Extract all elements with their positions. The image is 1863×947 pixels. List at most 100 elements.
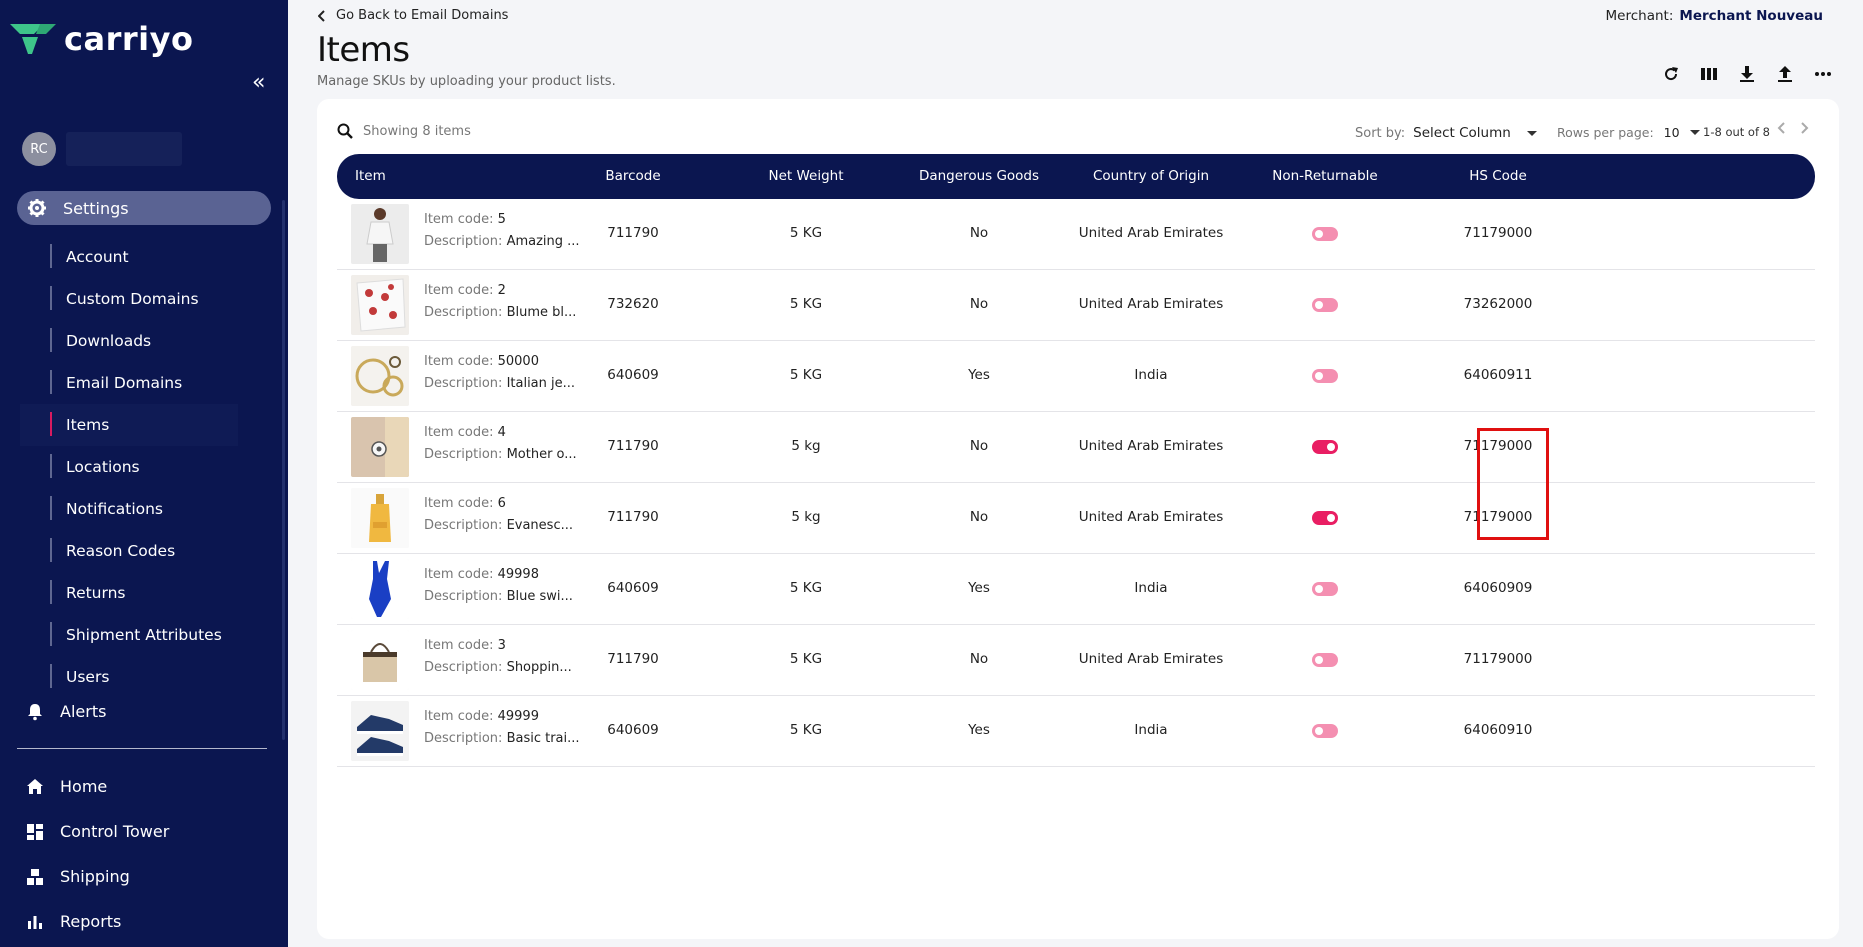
item-code-label: Item code:: [424, 496, 494, 511]
sidebar-item-label: Account: [66, 248, 129, 266]
settings-subnav: Account Custom Domains Downloads Email D…: [20, 236, 238, 698]
upload-button[interactable]: [1775, 64, 1795, 84]
column-header-dangerous-goods[interactable]: Dangerous Goods: [918, 168, 1040, 184]
non-returnable-toggle[interactable]: [1312, 369, 1338, 383]
sort-select[interactable]: Select Column: [1413, 125, 1511, 141]
country-of-origin-cell: United Arab Emirates: [1078, 296, 1224, 312]
main-nav: Home Control Tower Shipping Reports: [26, 764, 169, 944]
item-code-label: Item code:: [424, 709, 494, 724]
columns-button[interactable]: [1699, 64, 1719, 84]
item-code-value: 5: [497, 212, 506, 227]
description-label: Description:: [424, 518, 503, 533]
country-of-origin-cell: United Arab Emirates: [1078, 509, 1224, 525]
sort-by[interactable]: Sort by: Select Column: [1355, 125, 1537, 141]
sidebar-item-downloads[interactable]: Downloads: [50, 320, 238, 362]
table-row[interactable]: Item code: 6 Description: Evanesc... 71179…: [337, 483, 1815, 554]
toggle-knob: [1327, 514, 1335, 522]
sidebar-item-returns[interactable]: Returns: [50, 572, 238, 614]
sidebar-item-users[interactable]: Users: [50, 656, 238, 698]
back-link[interactable]: Go Back to Email Domains: [318, 8, 508, 23]
brand-name: carriyo: [64, 20, 194, 58]
page-subtitle: Manage SKUs by uploading your product li…: [317, 74, 616, 89]
sidebar-item-settings[interactable]: Settings: [17, 191, 271, 225]
toggle-knob: [1327, 443, 1335, 451]
dangerous-goods-cell: Yes: [968, 367, 990, 383]
barcode-cell: 711790: [607, 651, 659, 667]
hs-code-cell: 71179000: [1463, 438, 1533, 454]
column-header-non-returnable[interactable]: Non-Returnable: [1272, 168, 1378, 184]
merchant-selector[interactable]: Merchant: Merchant Nouveau: [1606, 8, 1823, 24]
description-label: Description:: [424, 589, 503, 604]
prev-page-icon[interactable]: [1777, 121, 1787, 135]
next-page-icon[interactable]: [1799, 121, 1809, 135]
table-row[interactable]: Item code: 49998 Description: Blue swi...…: [337, 554, 1815, 625]
brand-logo[interactable]: carriyo: [10, 20, 193, 58]
sidebar-item-account[interactable]: Account: [50, 236, 238, 278]
dangerous-goods-cell: No: [969, 509, 989, 525]
description-label: Description:: [424, 305, 503, 320]
table-row[interactable]: Item code: 49999 Description: Basic trai.…: [337, 696, 1815, 767]
refresh-button[interactable]: [1661, 64, 1681, 84]
sidebar-item-control-tower[interactable]: Control Tower: [26, 809, 169, 854]
rows-per-page[interactable]: Rows per page: 10: [1557, 125, 1700, 140]
sidebar-item-custom-domains[interactable]: Custom Domains: [50, 278, 238, 320]
columns-icon: [1701, 68, 1717, 80]
sidebar-item-home[interactable]: Home: [26, 764, 169, 809]
non-returnable-toggle[interactable]: [1312, 582, 1338, 596]
sidebar-item-reports[interactable]: Reports: [26, 899, 169, 944]
rows-per-page-label: Rows per page:: [1557, 125, 1654, 140]
user-profile[interactable]: RC: [22, 132, 182, 166]
collapse-sidebar-icon[interactable]: «: [252, 70, 266, 95]
download-button[interactable]: [1737, 64, 1757, 84]
item-description-value: Blume bl...: [506, 305, 577, 320]
column-header-item[interactable]: Item: [355, 168, 386, 184]
non-returnable-toggle[interactable]: [1312, 227, 1338, 241]
sidebar-item-email-domains[interactable]: Email Domains: [50, 362, 238, 404]
column-header-net-weight[interactable]: Net Weight: [768, 168, 844, 184]
sidebar-item-locations[interactable]: Locations: [50, 446, 238, 488]
sidebar-item-items[interactable]: Items: [20, 404, 238, 446]
rows-per-page-select[interactable]: 10: [1663, 125, 1680, 140]
sidebar-item-shipment-attributes[interactable]: Shipment Attributes: [50, 614, 238, 656]
non-returnable-toggle[interactable]: [1312, 653, 1338, 667]
more-options-button[interactable]: [1813, 64, 1833, 84]
net-weight-cell: 5 KG: [789, 225, 823, 241]
table-row[interactable]: Item code: 4 Description: Mother o... 7117…: [337, 412, 1815, 483]
search-area[interactable]: Showing 8 items: [337, 123, 471, 139]
non-returnable-toggle[interactable]: [1312, 511, 1338, 525]
net-weight-cell: 5 KG: [789, 296, 823, 312]
sidebar-item-label: Downloads: [66, 332, 152, 350]
table-row[interactable]: Item code: 5 Description: Amazing ... 7117…: [337, 199, 1815, 270]
toggle-knob: [1315, 656, 1323, 664]
items-card: Showing 8 items Sort by: Select Column R…: [317, 99, 1839, 939]
country-of-origin-cell: United Arab Emirates: [1078, 438, 1224, 454]
non-returnable-toggle[interactable]: [1312, 440, 1338, 454]
non-returnable-toggle[interactable]: [1312, 298, 1338, 312]
country-of-origin-cell: India: [1134, 580, 1168, 596]
sidebar-item-label: Control Tower: [60, 822, 170, 841]
item-code-value: 49998: [497, 567, 539, 582]
dashboard-icon: [27, 823, 43, 840]
sidebar-item-alerts[interactable]: Alerts: [26, 702, 106, 721]
sidebar-item-label: Returns: [66, 584, 126, 602]
description-label: Description:: [424, 234, 503, 249]
sidebar-item-reason-codes[interactable]: Reason Codes: [50, 530, 238, 572]
table-row[interactable]: Item code: 50000 Description: Italian je.…: [337, 341, 1815, 412]
non-returnable-toggle[interactable]: [1312, 724, 1338, 738]
table-row[interactable]: Item code: 2 Description: Blume bl... 7326…: [337, 270, 1815, 341]
back-link-label: Go Back to Email Domains: [336, 8, 509, 23]
table-row[interactable]: Item code: 3 Description: Shoppin... 71179…: [337, 625, 1815, 696]
sidebar-item-label: Locations: [66, 458, 140, 476]
column-header-hs-code[interactable]: HS Code: [1469, 168, 1527, 184]
column-header-country-of-origin[interactable]: Country of Origin: [1092, 168, 1210, 184]
sidebar-item-shipping[interactable]: Shipping: [26, 854, 169, 899]
column-header-barcode[interactable]: Barcode: [605, 168, 661, 184]
sidebar-scrollbar[interactable]: [282, 200, 285, 740]
item-code-label: Item code:: [424, 425, 494, 440]
sidebar-item-notifications[interactable]: Notifications: [50, 488, 238, 530]
item-description-value: Basic trai...: [506, 731, 580, 746]
item-thumbnail: [351, 488, 409, 548]
bell-icon: [28, 703, 42, 720]
merchant-value[interactable]: Merchant Nouveau: [1679, 8, 1823, 24]
home-icon: [27, 778, 43, 794]
